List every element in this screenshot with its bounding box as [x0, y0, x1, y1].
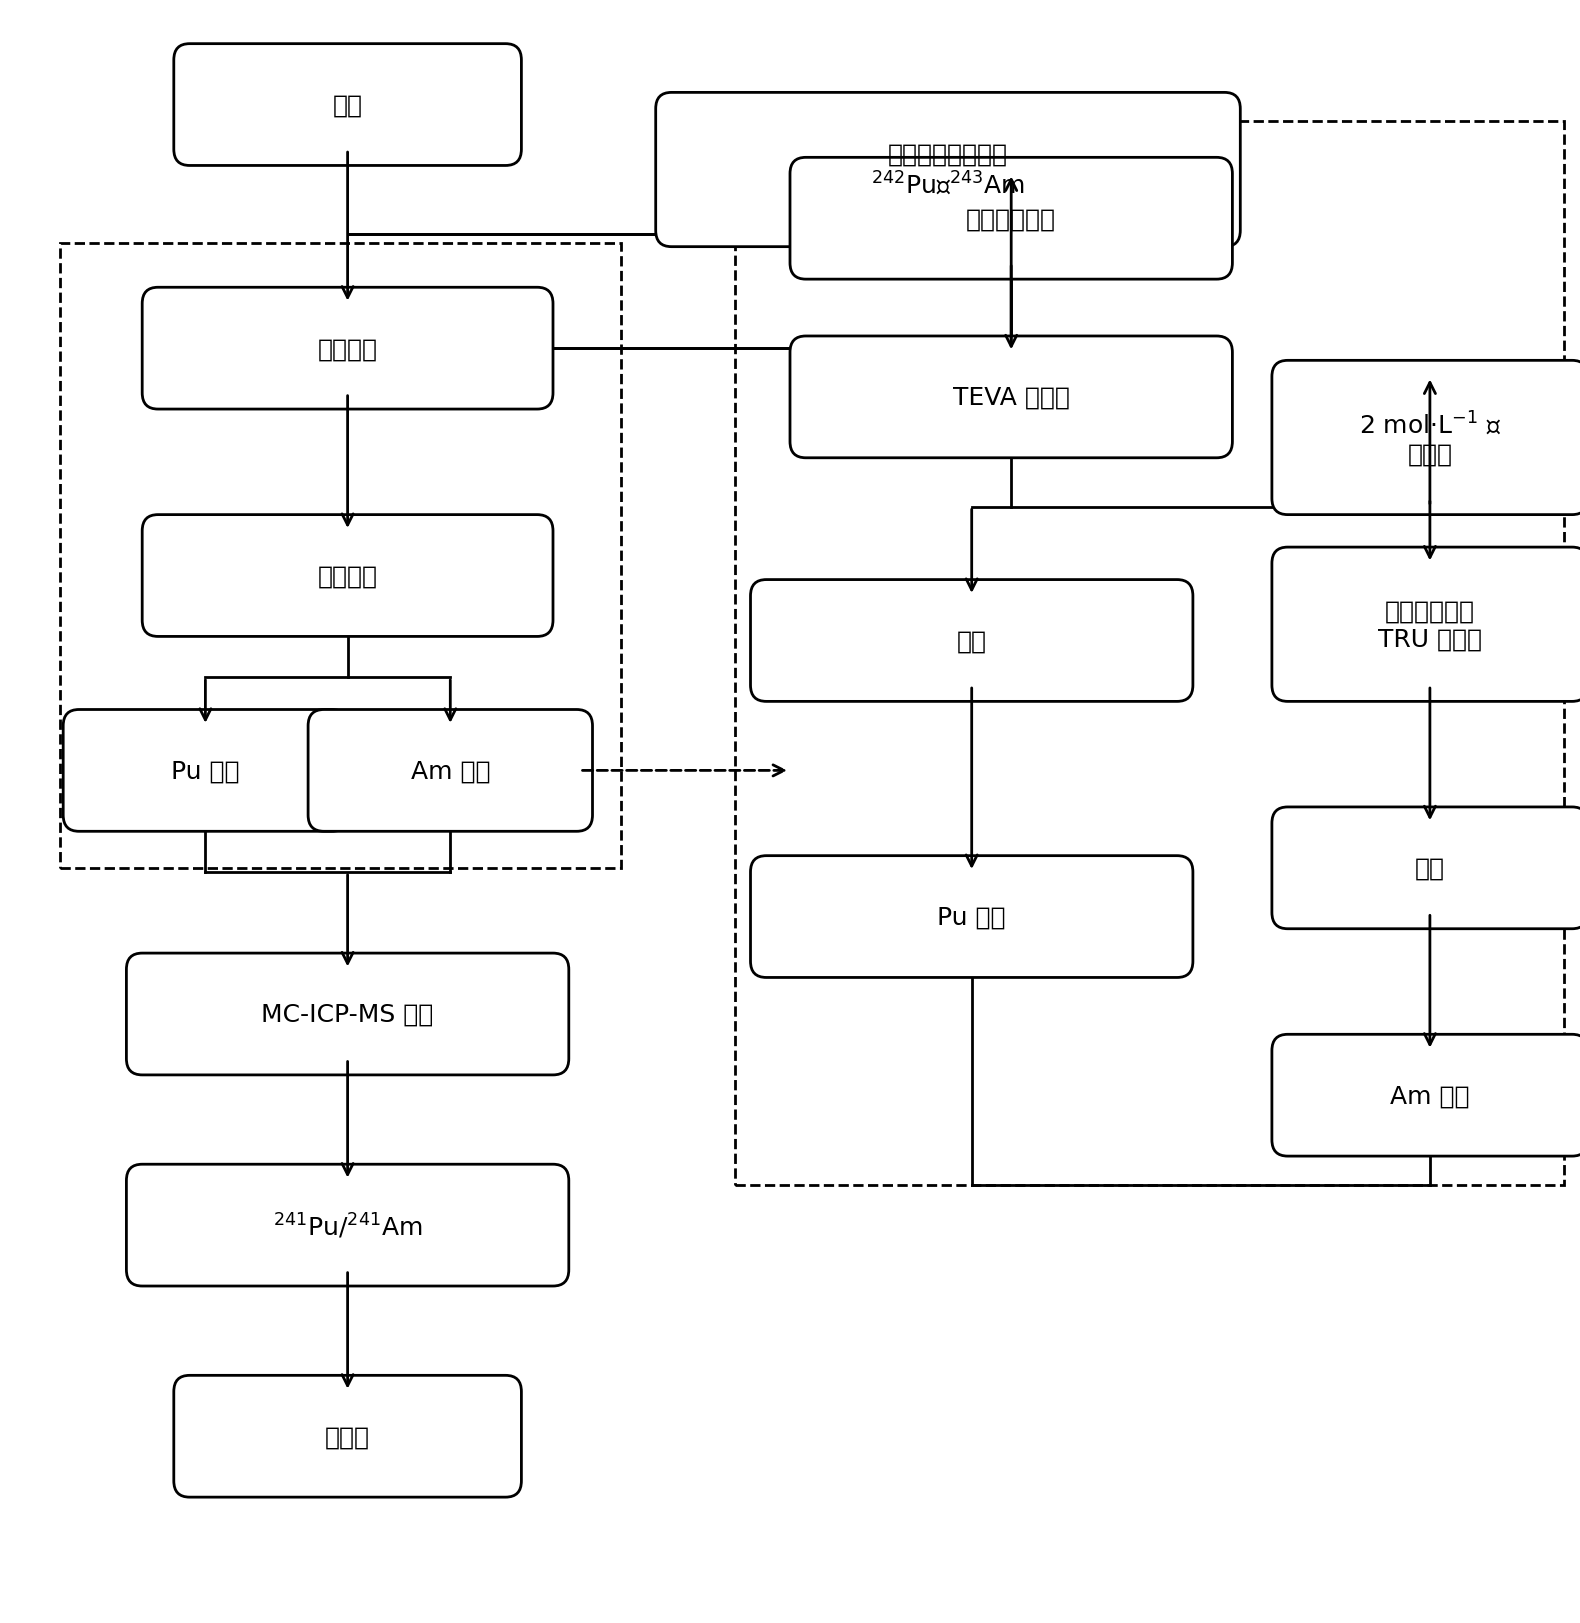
FancyBboxPatch shape [790, 338, 1232, 458]
Text: 淋洗: 淋洗 [957, 630, 986, 652]
FancyBboxPatch shape [126, 954, 569, 1076]
FancyBboxPatch shape [1272, 1035, 1580, 1157]
Text: 化学分离: 化学分离 [318, 565, 378, 588]
Text: Pu 组分: Pu 组分 [937, 906, 1006, 928]
Text: 钚年龄: 钚年龄 [325, 1425, 370, 1448]
FancyBboxPatch shape [308, 711, 592, 833]
Text: Am 组分: Am 组分 [411, 760, 490, 782]
FancyBboxPatch shape [174, 1376, 521, 1496]
Text: Pu 组分: Pu 组分 [171, 760, 240, 782]
Text: 样品: 样品 [333, 94, 362, 117]
FancyBboxPatch shape [142, 289, 553, 409]
Text: 2 mol·L$^{-1}$ 硝
酸淋洗: 2 mol·L$^{-1}$ 硝 酸淋洗 [1359, 411, 1501, 466]
FancyBboxPatch shape [750, 581, 1193, 701]
FancyBboxPatch shape [174, 44, 521, 167]
Text: 加入同位素稀释剂
$^{242}$Pu、$^{243}$Am: 加入同位素稀释剂 $^{242}$Pu、$^{243}$Am [871, 143, 1025, 198]
Text: 交换平衡: 交换平衡 [318, 338, 378, 360]
FancyBboxPatch shape [790, 159, 1232, 281]
Text: 淋洗: 淋洗 [1416, 857, 1444, 880]
FancyBboxPatch shape [750, 857, 1193, 977]
Text: TEVA 树脂柱: TEVA 树脂柱 [953, 386, 1070, 409]
Text: $^{241}$Pu/$^{241}$Am: $^{241}$Pu/$^{241}$Am [273, 1211, 422, 1240]
FancyBboxPatch shape [126, 1165, 569, 1285]
Text: Am 组分: Am 组分 [1390, 1084, 1469, 1107]
Bar [735, 122, 1564, 1185]
Text: 亚硝酸钠调价: 亚硝酸钠调价 [967, 208, 1055, 230]
FancyBboxPatch shape [656, 93, 1240, 248]
Text: 淋洗收集液上
TRU 树脂柱: 淋洗收集液上 TRU 树脂柱 [1378, 599, 1482, 651]
Bar [60, 243, 621, 868]
FancyBboxPatch shape [1272, 808, 1580, 928]
Text: MC-ICP-MS 测量: MC-ICP-MS 测量 [261, 1003, 434, 1026]
FancyBboxPatch shape [63, 711, 348, 833]
FancyBboxPatch shape [1272, 362, 1580, 516]
FancyBboxPatch shape [142, 516, 553, 636]
FancyBboxPatch shape [1272, 549, 1580, 701]
